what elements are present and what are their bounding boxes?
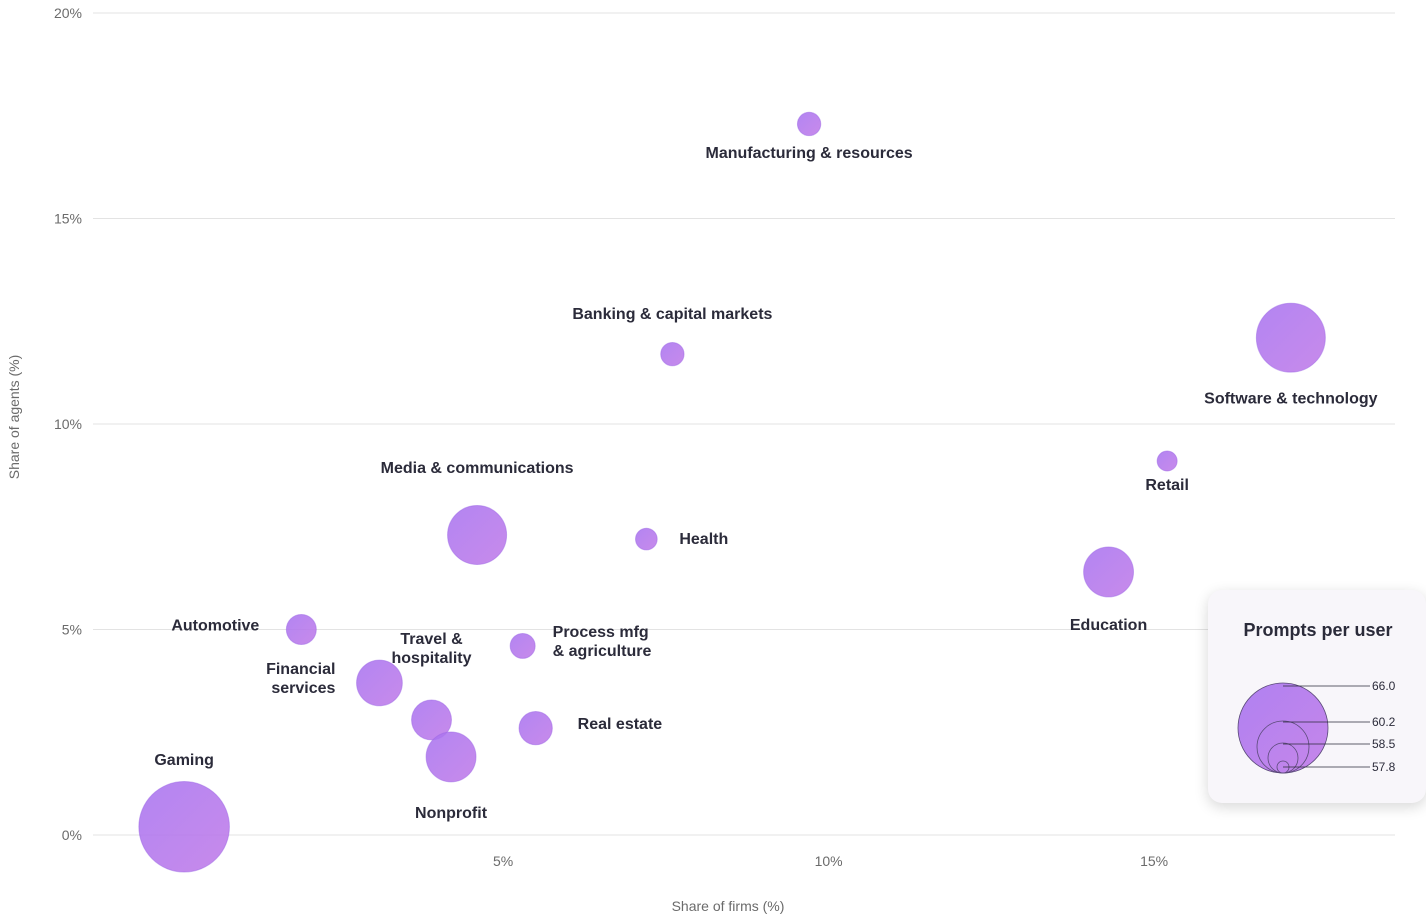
bubble-label-line: Retail	[1145, 477, 1189, 494]
y-tick-label: 0%	[62, 827, 82, 843]
bubble	[285, 614, 317, 645]
bubble-label: Process mfg & agriculture	[553, 624, 652, 660]
bubble	[425, 731, 477, 783]
x-axis-title: Share of firms (%)	[672, 898, 785, 914]
bubble-label-line: Gaming	[154, 752, 214, 769]
legend-value: 60.2	[1372, 715, 1396, 729]
x-tick-label: 15%	[1140, 853, 1168, 869]
bubble-label-line: hospitality	[392, 650, 472, 667]
bubble-label-line: Nonprofit	[415, 805, 488, 822]
bubble-label: Media & communications	[381, 460, 574, 477]
bubble	[447, 504, 508, 565]
bubble	[1083, 546, 1135, 598]
bubble-label: Manufacturing & resources	[706, 145, 913, 162]
bubble-label-line: Process mfg	[553, 624, 649, 641]
y-tick-label: 10%	[54, 416, 82, 432]
legend-value: 57.8	[1372, 760, 1396, 774]
bubble-label: Gaming	[154, 752, 214, 769]
bubble-label: Retail	[1145, 477, 1189, 494]
legend-bubbles: 66.0 60.2 58.5 57.8	[1237, 679, 1396, 774]
bubble	[138, 781, 230, 873]
bubble-label-line: Real estate	[578, 716, 663, 733]
bubble-label: Health	[679, 531, 728, 548]
legend-title: Prompts per user	[1243, 620, 1393, 640]
bubble-label: Real estate	[578, 716, 663, 733]
bubble	[660, 341, 685, 367]
x-axis-ticks: 5% 10% 15%	[493, 853, 1168, 869]
x-tick-label: 10%	[815, 853, 843, 869]
bubble-label-line: Financial	[266, 661, 335, 678]
bubble-label-line: Media & communications	[381, 460, 574, 477]
bubble-label: Nonprofit	[415, 805, 488, 822]
bubble-label-line: Travel &	[400, 631, 463, 648]
bubble-label: Education	[1070, 617, 1147, 634]
bubble	[411, 699, 452, 741]
y-tick-label: 15%	[54, 211, 82, 227]
bubble	[356, 659, 403, 707]
bubble	[796, 111, 822, 137]
bubble	[518, 711, 553, 746]
bubble-label-line: Software & technology	[1204, 391, 1377, 408]
x-tick-label: 5%	[493, 853, 513, 869]
y-tick-label: 20%	[54, 5, 82, 21]
bubble-label-line: Education	[1070, 617, 1147, 634]
bubbles	[138, 111, 1326, 873]
y-axis-title: Share of agents (%)	[6, 355, 22, 480]
bubble-label: Travel & hospitality	[392, 631, 472, 667]
bubble-label-line: Automotive	[171, 618, 259, 635]
bubble-label: Financial services	[266, 661, 335, 697]
bubble-label: Automotive	[171, 618, 259, 635]
y-tick-label: 5%	[62, 622, 82, 638]
bubble-label-line: Banking & capital markets	[572, 306, 772, 323]
bubble	[635, 527, 658, 551]
bubble-label-line: Manufacturing & resources	[706, 145, 913, 162]
bubble-label-line: services	[271, 680, 335, 697]
bubble-label: Banking & capital markets	[572, 306, 772, 323]
bubble-label: Software & technology	[1204, 391, 1377, 408]
legend-bubble	[1237, 682, 1329, 774]
bubble	[1156, 450, 1178, 472]
bubble-label-line: & agriculture	[553, 643, 652, 660]
legend-value: 58.5	[1372, 737, 1396, 751]
gridlines	[93, 12, 1395, 836]
bubble-label-line: Health	[679, 531, 728, 548]
bubble	[509, 632, 536, 659]
bubble	[1255, 302, 1326, 373]
bubble-labels: Manufacturing & resources Software & tech…	[154, 145, 1377, 822]
legend-value: 66.0	[1372, 679, 1396, 693]
y-axis-ticks: 0% 5% 10% 15% 20%	[54, 5, 82, 843]
size-legend: Prompts per user 66.0 60.2 58.5 57.8	[1208, 590, 1426, 803]
